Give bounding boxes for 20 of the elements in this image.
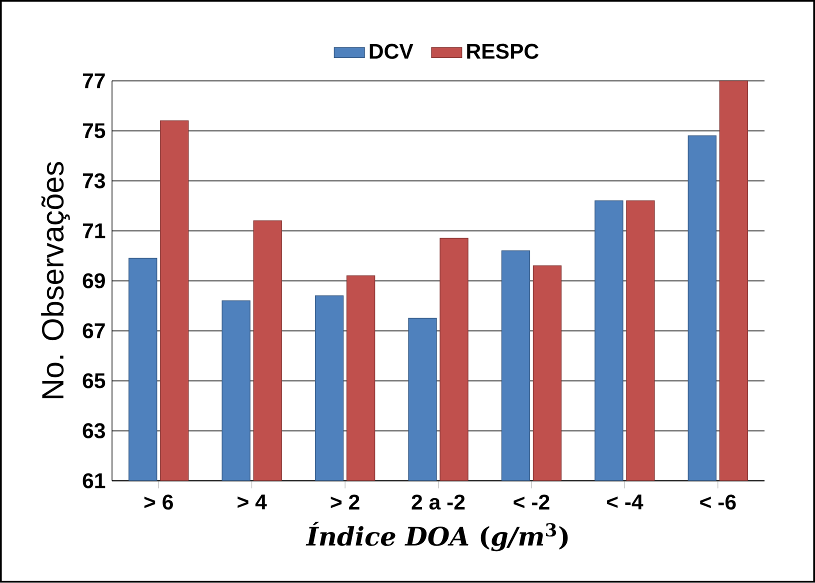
y-tick-label: 61 xyxy=(82,473,106,488)
y-axis-title: No. Observações xyxy=(41,162,70,398)
y-tick-label: 71 xyxy=(82,224,106,238)
x-tick-label: < -6 xyxy=(700,494,736,510)
y-tick-label: 77 xyxy=(82,74,105,88)
y-tick-label: 65 xyxy=(82,373,106,388)
y-tick-label: 75 xyxy=(82,124,106,138)
x-tick-label: 2 a -2 xyxy=(412,494,465,510)
x-tick-label: < -2 xyxy=(514,494,550,510)
y-tick-label: 69 xyxy=(82,273,105,288)
x-axis-title: Índice DOA (g/m$^{3}$) xyxy=(306,522,568,552)
y-tick-label: 73 xyxy=(82,173,105,188)
x-tick-label: > 2 xyxy=(330,494,360,510)
y-tick-label: 63 xyxy=(82,423,105,438)
x-tick-label: > 6 xyxy=(144,494,173,510)
legend-label: DCV xyxy=(370,44,414,60)
x-tick-label: > 4 xyxy=(238,494,267,510)
x-tick-label: < -4 xyxy=(606,494,644,510)
y-tick-label: 67 xyxy=(82,323,105,338)
legend-label: RESPC xyxy=(467,44,539,60)
